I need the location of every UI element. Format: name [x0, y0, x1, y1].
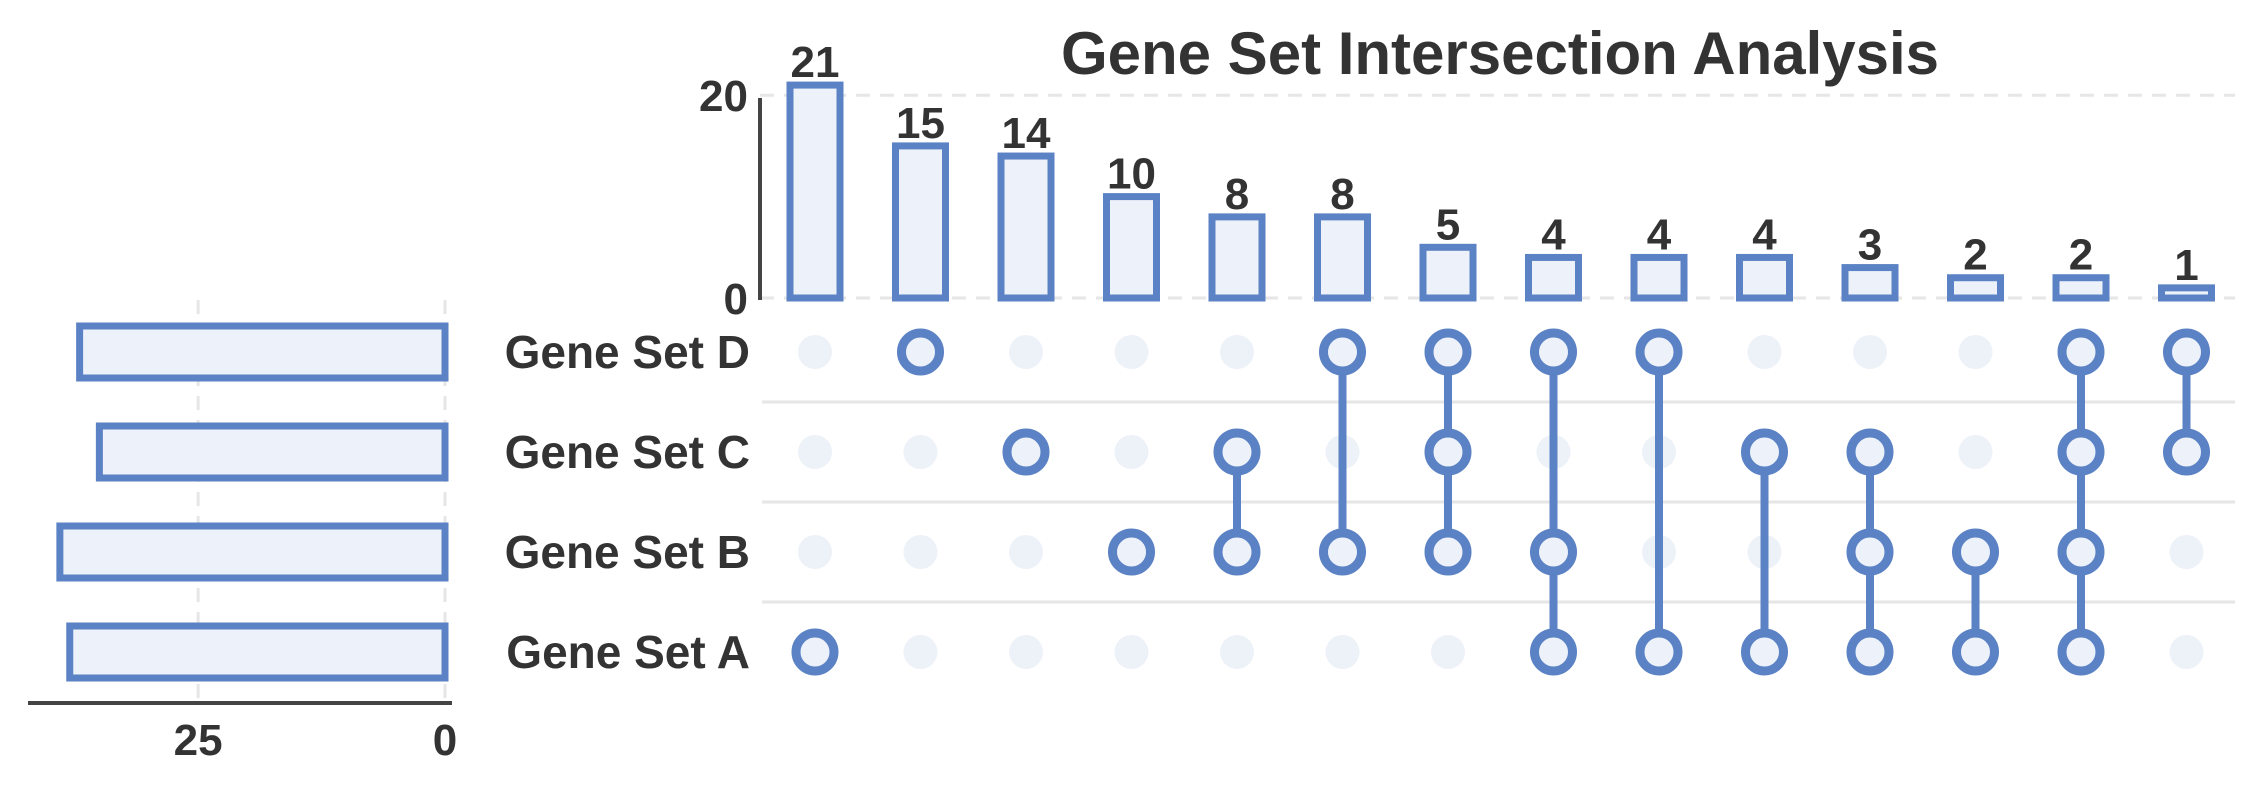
matrix-dot-active	[1635, 628, 1683, 676]
matrix-dot-active	[1635, 328, 1683, 376]
matrix-dot-inactive	[1853, 335, 1887, 369]
intersection-bar	[2052, 274, 2110, 302]
intersection-bar	[1419, 243, 1477, 302]
intersection-bar	[1103, 193, 1160, 302]
matrix-dot-active	[1846, 428, 1894, 476]
intersection-bar	[892, 142, 949, 302]
intersection-bar-label: 4	[1647, 210, 1672, 259]
matrix-dot-active	[1319, 528, 1366, 576]
intersection-bar-label: 3	[1858, 221, 1882, 270]
matrix-dot-inactive	[1220, 335, 1254, 369]
matrix-dot-active	[1741, 428, 1788, 476]
set-size-bar	[76, 322, 449, 382]
matrix-dot-inactive	[1747, 335, 1782, 369]
intersection-bar	[786, 81, 844, 302]
matrix-dot-inactive	[1431, 635, 1465, 669]
intersection-bar	[1314, 213, 1371, 302]
set-size-bar	[95, 422, 449, 482]
matrix-dot-active	[1424, 528, 1472, 576]
matrix-dot-active	[1002, 428, 1050, 476]
matrix-dot-active	[2163, 428, 2210, 476]
matrix-dot-active	[1319, 328, 1366, 376]
matrix-dot-inactive	[1114, 435, 1149, 469]
intersection-bar	[1208, 213, 1266, 302]
matrix-dot-active	[1530, 528, 1577, 576]
intersection-bar	[1841, 264, 1899, 302]
setsize-x-tick-label: 0	[433, 716, 457, 765]
matrix-dot-active	[897, 328, 944, 376]
intersection-bar-label: 15	[896, 99, 945, 148]
intersection-bar-label: 2	[2069, 231, 2093, 280]
matrix-dot-active	[2057, 328, 2105, 376]
intersection-bar	[1630, 253, 1688, 302]
intersection-bar	[997, 152, 1055, 302]
chart-title: Gene Set Intersection Analysis	[1061, 20, 1939, 87]
intersection-bar-label: 2	[1963, 231, 1987, 280]
intersection-bar-label: 8	[1225, 170, 1249, 219]
intersection-bar-label: 1	[2174, 241, 2198, 290]
matrix-dot-active	[1424, 428, 1472, 476]
matrix-dot-active	[2163, 328, 2210, 376]
intersection-bar	[1525, 253, 1582, 302]
matrix-dot-inactive	[1009, 335, 1043, 369]
set-size-bars	[56, 322, 449, 682]
matrix-dot-inactive	[798, 535, 832, 569]
matrix-dot-active	[1952, 628, 1999, 676]
intersection-bar-label: 14	[1002, 109, 1051, 158]
intersection-bar-label: 4	[1752, 210, 1777, 259]
set-size-bar	[66, 622, 449, 682]
matrix-dot-active	[791, 628, 839, 676]
set-label: Gene Set D	[505, 326, 750, 378]
matrix-dot-active	[1952, 528, 1999, 576]
matrix-dot-active	[2057, 428, 2105, 476]
matrix-dot-inactive	[798, 335, 832, 369]
matrix-dot-active	[1108, 528, 1155, 576]
matrix-dot-active	[1530, 628, 1577, 676]
intersection-bar-label: 4	[1541, 210, 1566, 259]
intersection-matrix: Gene Set D Gene Set C Gene Set B Gene Set A	[505, 326, 2210, 678]
set-label: Gene Set B	[505, 526, 750, 578]
matrix-dot-inactive	[1009, 635, 1043, 669]
intersection-bar	[1736, 253, 1793, 302]
intersection-bar	[2158, 284, 2215, 302]
matrix-dot-inactive	[1220, 635, 1254, 669]
axes-layer: 0 20 25 0	[28, 72, 762, 765]
matrix-dot-inactive	[1958, 335, 1993, 369]
set-label: Gene Set C	[505, 426, 750, 478]
matrix-dot-active	[1846, 528, 1894, 576]
matrix-dot-active	[2057, 628, 2105, 676]
matrix-dot-inactive	[1958, 435, 1993, 469]
set-size-bar	[56, 522, 449, 582]
intersection-y-tick-label: 0	[724, 275, 748, 324]
intersection-bar-label: 5	[1436, 200, 1460, 249]
matrix-dot-inactive	[903, 435, 938, 469]
setsize-x-tick-label: 25	[174, 716, 223, 765]
matrix-dot-active	[1530, 328, 1577, 376]
matrix-dot-active	[1213, 428, 1261, 476]
intersection-bar	[1947, 274, 2004, 302]
matrix-dot-inactive	[798, 435, 832, 469]
matrix-dot-inactive	[1114, 335, 1149, 369]
matrix-dot-active	[1424, 328, 1472, 376]
intersection-bar-label: 21	[791, 38, 840, 87]
matrix-dot-active	[1213, 528, 1261, 576]
matrix-dot-inactive	[2169, 535, 2204, 569]
matrix-dot-active	[1846, 628, 1894, 676]
matrix-dot-inactive	[903, 535, 938, 569]
intersection-bar-label: 10	[1107, 150, 1156, 199]
matrix-dot-inactive	[1114, 635, 1149, 669]
matrix-dot-inactive	[903, 635, 938, 669]
intersection-y-tick-label: 20	[699, 72, 748, 121]
grid-layer	[196, 93, 2235, 700]
intersection-bar-label: 8	[1330, 170, 1354, 219]
matrix-dot-active	[1741, 628, 1788, 676]
set-label: Gene Set A	[506, 626, 750, 678]
matrix-dot-inactive	[1009, 535, 1043, 569]
matrix-dot-active	[2057, 528, 2105, 576]
matrix-dot-inactive	[2169, 635, 2204, 669]
matrix-dot-inactive	[1325, 635, 1360, 669]
